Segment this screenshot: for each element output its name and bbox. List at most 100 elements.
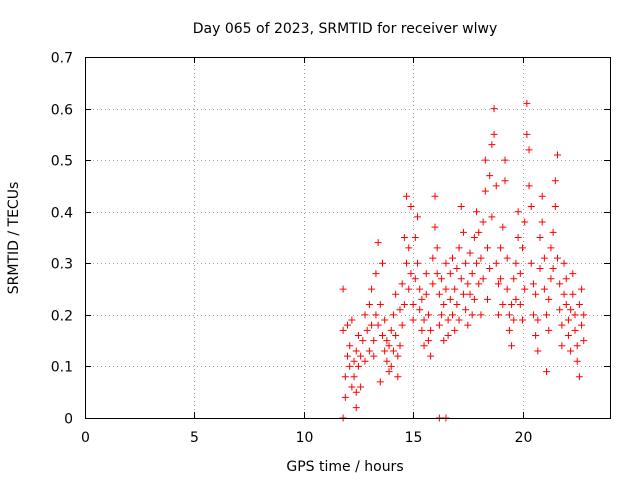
data-point	[558, 342, 566, 350]
data-point	[545, 326, 553, 334]
data-point	[510, 275, 518, 283]
x-tick-label: 10	[296, 430, 314, 446]
data-point	[543, 311, 551, 319]
data-point	[545, 295, 553, 303]
data-point	[350, 373, 358, 381]
data-point	[339, 326, 347, 334]
data-point	[516, 270, 524, 278]
data-point	[466, 290, 474, 298]
data-point	[387, 362, 395, 370]
data-point	[540, 285, 548, 293]
data-point	[536, 234, 544, 241]
data-point	[396, 306, 404, 314]
data-point	[503, 254, 511, 262]
data-point	[352, 347, 360, 355]
data-points	[339, 99, 588, 422]
y-tick-label: 0.2	[51, 309, 73, 325]
data-point	[427, 352, 435, 360]
data-point	[514, 234, 522, 241]
plot-frame	[85, 57, 611, 419]
data-point	[374, 239, 382, 247]
data-point	[479, 275, 487, 283]
data-point	[451, 285, 459, 293]
data-point	[538, 218, 546, 226]
data-point	[424, 337, 432, 345]
data-point	[534, 347, 542, 355]
y-tick-label: 0.3	[51, 257, 73, 273]
data-point	[431, 192, 439, 200]
data-point	[394, 352, 402, 360]
data-point	[339, 285, 347, 293]
y-tick-label: 0.5	[51, 154, 73, 170]
data-point	[435, 321, 443, 329]
data-point	[481, 156, 489, 164]
y-tick-label: 0.6	[51, 103, 73, 119]
y-tick-label: 0.7	[51, 51, 73, 67]
data-point	[527, 203, 535, 211]
data-point	[538, 192, 546, 200]
data-point	[346, 342, 354, 350]
data-point	[551, 203, 559, 211]
data-point	[580, 311, 588, 319]
data-point	[396, 342, 404, 350]
data-point	[523, 130, 531, 138]
data-point	[519, 244, 526, 252]
data-point	[547, 275, 555, 283]
x-tick-label: 5	[190, 430, 199, 446]
data-point	[459, 228, 467, 236]
data-point	[407, 203, 415, 211]
data-point	[372, 311, 380, 319]
data-point	[525, 182, 533, 190]
data-point	[497, 275, 505, 283]
data-point	[527, 259, 535, 267]
data-point	[529, 280, 537, 288]
data-point	[344, 321, 351, 329]
data-point	[501, 177, 509, 185]
data-point	[481, 187, 489, 195]
data-point	[400, 301, 408, 309]
data-point	[370, 337, 378, 345]
data-point	[488, 213, 496, 221]
data-point	[484, 295, 491, 303]
data-point	[503, 285, 511, 293]
data-point	[422, 290, 430, 298]
data-point	[440, 301, 448, 309]
data-point	[387, 326, 395, 334]
data-point	[363, 326, 371, 334]
data-point	[497, 244, 505, 252]
data-point	[409, 316, 417, 324]
data-point	[499, 301, 507, 309]
data-point	[501, 156, 509, 164]
data-point	[352, 388, 360, 396]
data-point	[376, 301, 384, 309]
data-point	[411, 275, 419, 283]
data-point	[409, 301, 417, 309]
data-point	[490, 105, 498, 113]
data-point	[532, 290, 540, 298]
data-point	[468, 311, 476, 319]
data-point	[494, 311, 502, 319]
data-point	[424, 311, 432, 319]
data-point	[381, 347, 389, 355]
data-point	[556, 306, 564, 314]
data-point	[348, 383, 356, 391]
data-point	[370, 352, 378, 360]
data-point	[505, 326, 513, 334]
data-point	[525, 146, 533, 154]
data-point	[416, 306, 424, 314]
data-point	[429, 254, 437, 262]
data-point	[392, 331, 400, 339]
data-point	[540, 254, 548, 262]
data-point	[348, 316, 356, 324]
data-point	[400, 234, 408, 241]
data-point	[486, 172, 494, 180]
data-point	[521, 285, 529, 293]
data-point	[444, 331, 452, 339]
data-point	[508, 301, 516, 309]
data-point	[405, 285, 413, 293]
data-point	[420, 342, 428, 350]
data-point	[433, 270, 441, 278]
data-point	[341, 393, 349, 401]
data-point	[562, 275, 570, 283]
data-point	[449, 311, 456, 319]
